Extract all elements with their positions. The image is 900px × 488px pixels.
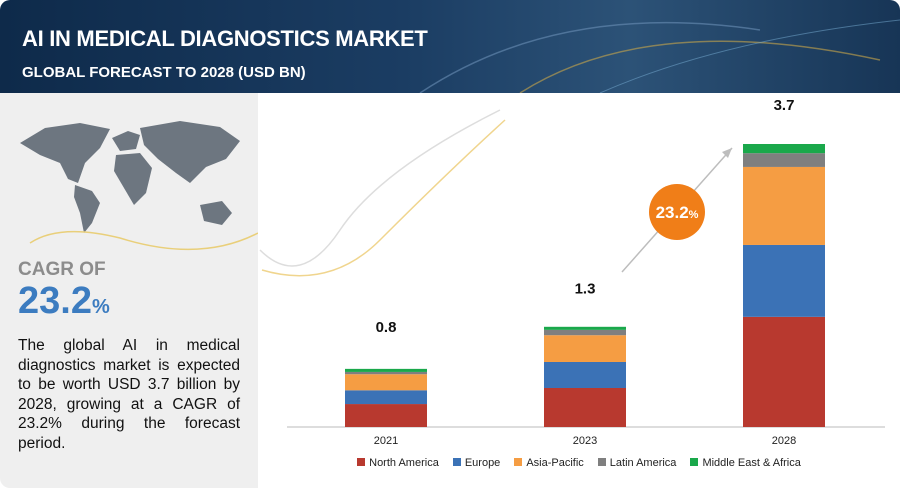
legend-item: Middle East & Africa bbox=[690, 457, 801, 469]
x-tick-label: 2028 bbox=[772, 435, 796, 447]
cagr-number: 23.2 bbox=[18, 280, 92, 322]
bar-segment bbox=[345, 371, 427, 375]
subtitle: GLOBAL FORECAST TO 2028 (USD BN) bbox=[22, 64, 306, 81]
cagr-value: 23.2% bbox=[18, 280, 110, 323]
title: AI IN MEDICAL DIAGNOSTICS MARKET bbox=[22, 26, 428, 51]
cagr-badge bbox=[649, 184, 705, 240]
cagr-unit: % bbox=[91, 296, 110, 318]
x-tick-label: 2023 bbox=[573, 435, 597, 447]
bar-segment bbox=[544, 387, 626, 427]
legend-label: Europe bbox=[464, 457, 501, 469]
x-tick-label: 2021 bbox=[374, 435, 398, 447]
legend-item: Latin America bbox=[597, 457, 677, 469]
header: AI IN MEDICAL DIAGNOSTICS MARKET GLOBAL … bbox=[0, 0, 900, 93]
arrow-head bbox=[722, 148, 732, 158]
legend-label: Asia-Pacific bbox=[526, 457, 584, 469]
bar-segment bbox=[544, 329, 626, 336]
legend-swatch bbox=[597, 458, 606, 466]
bar-segment bbox=[743, 244, 825, 317]
bar-segment bbox=[743, 153, 825, 167]
legend-item: North America bbox=[357, 457, 439, 469]
legend-item: Asia-Pacific bbox=[514, 457, 584, 469]
bar-segment bbox=[345, 390, 427, 405]
legend-swatch bbox=[514, 458, 523, 466]
legend-swatch bbox=[452, 458, 461, 466]
legend-label: North America bbox=[369, 457, 439, 469]
description: The global AI in medical diagnostics mar… bbox=[18, 337, 240, 452]
bar-segment bbox=[544, 326, 626, 330]
bar-segment bbox=[743, 316, 825, 427]
cagr-label: CAGR OF bbox=[18, 259, 106, 280]
bar-segment bbox=[345, 368, 427, 372]
legend-label: Latin America bbox=[609, 457, 677, 469]
cagr-badge-text: 23.2% bbox=[656, 203, 699, 222]
world-map bbox=[20, 121, 258, 251]
bar-segment bbox=[544, 335, 626, 362]
total-label: 0.8 bbox=[376, 319, 397, 336]
bar-segment bbox=[544, 361, 626, 388]
bar-segment bbox=[345, 404, 427, 427]
total-label: 1.3 bbox=[575, 281, 596, 298]
sidebar bbox=[0, 93, 258, 488]
legend-swatch bbox=[690, 458, 699, 466]
legend-item: Europe bbox=[452, 457, 501, 469]
bar-segment bbox=[743, 166, 825, 245]
decor-curve bbox=[261, 119, 506, 277]
legend-label: Middle East & Africa bbox=[702, 457, 801, 469]
badge-number: 23.2 bbox=[656, 203, 689, 222]
legend-swatch bbox=[357, 458, 366, 466]
total-label: 3.7 bbox=[774, 97, 795, 114]
decor-curve bbox=[259, 109, 501, 267]
bar-segment bbox=[345, 374, 427, 391]
header-decor bbox=[419, 19, 900, 93]
badge-unit: % bbox=[689, 209, 699, 221]
legend: North America Europe Asia-Pacific Latin Ame… bbox=[258, 457, 900, 469]
bar-segment bbox=[743, 144, 825, 154]
